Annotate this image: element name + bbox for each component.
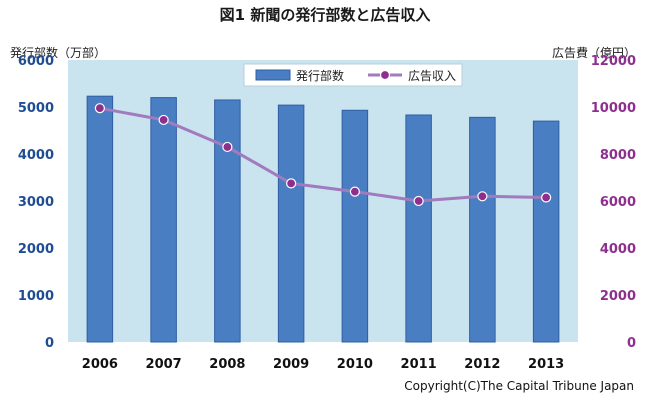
left-tick-label: 5000 xyxy=(18,101,54,116)
bar-2013 xyxy=(532,120,560,343)
right-tick-label: 8000 xyxy=(600,148,636,163)
x-tick-label: 2007 xyxy=(146,357,182,372)
x-tick-label: 2009 xyxy=(273,357,309,372)
plot-area xyxy=(68,60,578,342)
legend-line-label: 広告収入 xyxy=(408,69,456,83)
right-tick-label: 0 xyxy=(627,336,636,351)
legend-bar-swatch xyxy=(255,69,291,81)
left-tick-label: 4000 xyxy=(18,148,54,163)
right-axis-title: 広告費（億円） xyxy=(551,46,636,60)
legend: 発行部数 広告収入 xyxy=(243,63,463,87)
line-point-2012 xyxy=(477,191,488,202)
line-point-2011 xyxy=(413,195,424,207)
right-tick-label: 10000 xyxy=(591,101,636,116)
bar-2011 xyxy=(405,114,432,343)
bar-2010 xyxy=(341,109,369,343)
bar-2007 xyxy=(150,97,177,343)
line-point-2008 xyxy=(222,141,233,153)
x-tick-label: 2006 xyxy=(82,357,118,372)
chart-title: 図1 新聞の発行部数と広告収入 xyxy=(219,6,431,24)
legend-bar-label: 発行部数 xyxy=(296,68,344,83)
line-point-2010 xyxy=(349,186,360,197)
left-tick-label: 2000 xyxy=(18,242,54,257)
x-tick-label: 2011 xyxy=(401,357,437,372)
line-point-2006 xyxy=(94,103,105,114)
left-axis-title: 発行部数（万部） xyxy=(10,46,107,60)
line-point-2013 xyxy=(541,192,552,203)
right-tick-label: 2000 xyxy=(600,289,636,304)
x-tick-label: 2010 xyxy=(337,357,373,372)
bar-2008 xyxy=(214,99,241,343)
bar-2009 xyxy=(277,104,305,343)
legend-box xyxy=(243,63,463,87)
left-tick-label: 6000 xyxy=(18,54,54,69)
right-tick-label: 4000 xyxy=(600,242,636,257)
x-tick-label: 2013 xyxy=(528,357,564,372)
legend-line-marker xyxy=(379,69,391,81)
line-point-2009 xyxy=(286,178,297,189)
x-tick-label: 2012 xyxy=(464,357,500,372)
x-tick-label: 2008 xyxy=(209,357,245,372)
line-point-2007 xyxy=(158,114,169,126)
left-tick-label: 3000 xyxy=(18,195,54,210)
bar-2012 xyxy=(469,116,496,343)
copyright-text: Copyright(C)The Capital Tribune Japan xyxy=(404,379,634,393)
left-tick-label: 0 xyxy=(45,336,54,351)
bar-2006 xyxy=(86,95,114,343)
bar-series xyxy=(86,95,560,343)
right-tick-label: 12000 xyxy=(591,54,636,69)
axis-ticks: 0 1000 2000 3000 4000 5000 6000 0 2000 4000 6000 80… xyxy=(18,54,636,372)
ad-revenue-line xyxy=(99,106,547,203)
left-tick-label: 1000 xyxy=(18,289,54,304)
line-series xyxy=(94,103,552,207)
right-tick-label: 6000 xyxy=(600,195,636,210)
